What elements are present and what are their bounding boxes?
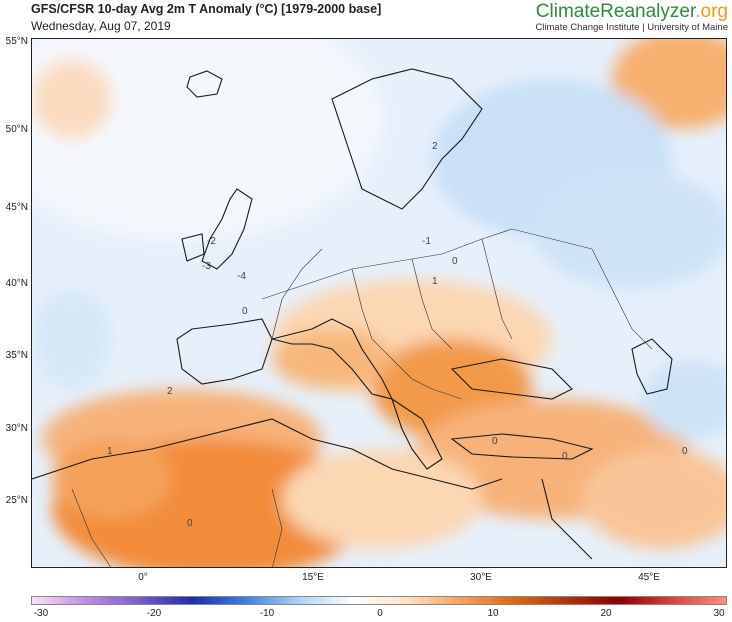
lat-label-50n: 50°N [5,124,28,135]
lat-label-25n: 25°N [5,495,28,506]
ireland-coast [181,233,205,262]
brand-name: ClimateReanalyzer [535,1,696,22]
lon-label-15e: 15°E [302,572,324,583]
colorbar-tick: 20 [600,608,612,619]
country-borders [71,228,653,567]
colorbar [31,596,727,605]
border-line-8 [591,248,653,350]
map-title: GFS/CFSR 10-day Avg 2m T Anomaly (°C) [1… [31,2,382,16]
colorbar-tick: 30 [713,608,725,619]
turkey-south-coast [450,433,594,460]
greece-coast [390,397,443,470]
border-line-7 [391,358,463,400]
border-line-3 [351,268,393,360]
colorbar-tick: -30 [33,608,49,619]
contour-label: 0 [187,518,193,529]
border-line-10 [271,488,283,567]
contour-label: -3 [202,261,211,272]
anomaly-map: 0 2 1 -1 -2 2 1 0 0 0 0 -3 -4 0 [31,38,727,568]
contour-label: 0 [682,446,688,457]
colorbar-tick: 10 [487,608,499,619]
contour-label: 0 [492,436,498,447]
iberia-coast [176,318,273,385]
brand-affiliation: Climate Change Institute | University of… [535,22,728,33]
map-date: Wednesday, Aug 07, 2019 [31,19,171,33]
colorbar-tick: 0 [377,608,383,619]
border-line-5 [441,228,593,255]
contour-label: 1 [432,276,438,287]
black-sea-coast [450,358,573,400]
border-line-9 [71,488,112,567]
border-line-2 [271,248,323,340]
anomaly-field [32,39,726,567]
contour-label: 1 [107,446,113,457]
brand-logo[interactable]: ClimateReanalyzer.org [536,1,728,23]
contour-label: 2 [432,141,438,152]
border-line-6 [481,238,513,340]
red-sea-coast [541,478,593,560]
brand-suffix: .org [695,1,728,22]
north-africa-coast [32,418,503,490]
britain-coast [201,188,253,270]
coastlines [32,68,673,560]
lon-label-30e: 30°E [470,572,492,583]
lat-label-40n: 40°N [5,278,28,289]
contour-label: 2 [167,386,173,397]
contour-label: -2 [207,236,216,247]
contour-label: -4 [237,271,246,282]
lat-label-30n: 30°N [5,423,28,434]
border-line-4 [411,258,453,350]
lon-label-45e: 45°E [638,572,660,583]
lon-label-0: 0° [138,572,148,583]
colorbar-tick: -10 [259,608,275,619]
scandinavia-coast [331,68,483,210]
caspian-coast [631,338,673,395]
contour-label: 0 [562,451,568,462]
colorbar-tick: -20 [146,608,162,619]
contour-labels: 0 2 1 -1 -2 2 1 0 0 0 0 -3 -4 0 [107,141,688,529]
contour-label: 0 [452,256,458,267]
contour-label: 0 [242,306,248,317]
lat-label-55n: 55°N [5,36,28,47]
lat-label-45n: 45°N [5,202,28,213]
lat-label-35n: 35°N [5,350,28,361]
iceland-coast [186,70,223,98]
contour-label: -1 [422,236,431,247]
anomaly-map-svg: 0 2 1 -1 -2 2 1 0 0 0 0 -3 -4 0 [32,39,726,567]
